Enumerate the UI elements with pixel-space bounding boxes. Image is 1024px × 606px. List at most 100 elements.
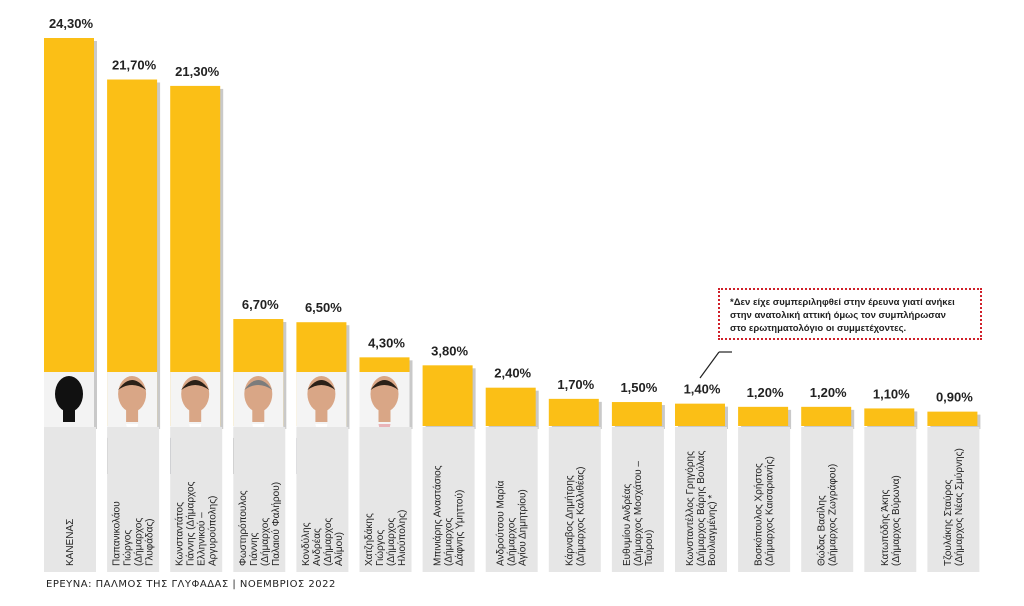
bar bbox=[422, 365, 473, 426]
category-label-line: Αλίμου) bbox=[333, 532, 345, 566]
category-label: Χατζηδάκης Γιώργος (Δήμαρχος Ηλιούπολης) bbox=[363, 510, 408, 566]
bar bbox=[864, 408, 915, 426]
category-label: Κονδύλης Ανδρέας (Δήμαρχος Αλίμου) bbox=[300, 518, 345, 566]
footnote-line-1: *Δεν είχε συμπεριληφθεί στην έρευνα γιατ… bbox=[730, 297, 955, 308]
category-label-panel bbox=[548, 427, 601, 572]
category-label-panel bbox=[864, 427, 917, 572]
data-label: 2,40% bbox=[494, 366, 531, 381]
bar bbox=[738, 406, 789, 426]
category-label: Βοσκόπουλος Χρήστος (Δήμαρχος Καισαριανής… bbox=[753, 456, 776, 566]
category-label-panel bbox=[107, 427, 160, 572]
category-label-panel bbox=[485, 427, 538, 572]
category-label-line: Δάφνης Υμηττού) bbox=[454, 490, 466, 566]
category-label: Φωστηρόπουλος Γιάννης (Δήμαρχος Παλαιού Φαλ… bbox=[237, 482, 282, 566]
category-label-line: Κωνσταντάτος bbox=[174, 502, 186, 566]
category-label-line: Φωστηρόπουλος bbox=[237, 490, 249, 566]
bar bbox=[801, 406, 852, 426]
category-label-panel bbox=[422, 427, 475, 572]
data-label: 1,10% bbox=[873, 386, 910, 401]
bars-layer: 24,30% ΚΑΝΕΝΑΣ 21,70% Παπανικολάου Γιώργος (Δ… bbox=[44, 16, 981, 572]
category-label-line: Ηλιούπολης) bbox=[396, 510, 408, 566]
category-label-line: Κατωπόδης Άκης bbox=[879, 489, 891, 566]
category-label-line: Αργυρούπολης) bbox=[207, 496, 219, 566]
bar bbox=[170, 85, 221, 426]
data-label: 4,30% bbox=[368, 335, 405, 350]
category-label-panel bbox=[233, 427, 286, 572]
portrait-hair bbox=[370, 380, 399, 390]
data-label: 1,20% bbox=[747, 385, 784, 400]
bar bbox=[485, 387, 536, 426]
category-label-panel bbox=[170, 427, 223, 572]
category-label-line: Θώδας Βασίλης bbox=[816, 495, 828, 566]
category-label-line: Κάρναβος Δημήτρης bbox=[563, 475, 575, 566]
bar bbox=[44, 38, 94, 426]
category-label: Ευθυμίου Ανδρέας (Δήμαρχος Μοσχάτου – Ταύρ… bbox=[621, 461, 655, 566]
category-label-line: (Δήμαρχος Βύρωνα) bbox=[890, 475, 902, 566]
portrait-neck bbox=[252, 408, 265, 422]
category-label-line: ΚΑΝΕΝΑΣ bbox=[65, 519, 76, 566]
category-label-line: (Δήμαρχος Βάρης Βούλας bbox=[695, 450, 707, 566]
category-label: Κάρναβος Δημήτρης (Δήμαρχος Καλλιθέας) bbox=[563, 467, 586, 566]
category-label-line: Ανδρούτσου Μαρία bbox=[495, 480, 507, 566]
category-label-line: Βοσκόπουλος Χρήστος bbox=[753, 463, 765, 566]
category-label-panel bbox=[801, 427, 854, 572]
category-label-line: Γιώργος bbox=[122, 530, 134, 566]
data-label: 1,40% bbox=[684, 382, 721, 397]
category-label: Ανδρούτσου Μαρία (Δήμαρχος Αγίου Δημητρίου… bbox=[495, 480, 529, 566]
data-label: 1,20% bbox=[810, 385, 847, 400]
category-label-line: Γιάννης (Δήμαρχος bbox=[185, 481, 197, 566]
portrait-head bbox=[55, 376, 83, 412]
data-label: 1,50% bbox=[620, 380, 657, 395]
category-label: Κωνσταντέλλος Γρηγόρης (Δήμαρχος Βάρης Βο… bbox=[684, 450, 718, 566]
category-label-line: Τζουλάκης Σταύρος bbox=[942, 479, 954, 566]
data-label: 21,70% bbox=[112, 58, 157, 73]
footnote-line-2: στην ανατολική αττική όμως τον συμπλήρωσ… bbox=[730, 310, 946, 321]
data-label: 1,70% bbox=[557, 377, 594, 392]
category-label-line: Ευθυμίου Ανδρέας bbox=[621, 484, 633, 566]
portrait-hair bbox=[181, 380, 210, 390]
data-label: 0,90% bbox=[936, 390, 973, 405]
category-label-panel bbox=[738, 427, 791, 572]
source-caption: ΕΡΕΥΝΑ: ΠΑΛΜΟΣ ΤΗΣ ΓΛΥΦΑΔΑΣ | ΝΟΕΜΒΡΙΟΣ … bbox=[46, 579, 336, 590]
category-label: Κατωπόδης Άκης (Δήμαρχος Βύρωνα) bbox=[879, 475, 902, 566]
data-label: 6,50% bbox=[305, 300, 342, 315]
bar bbox=[675, 403, 725, 426]
portrait-hair bbox=[118, 380, 147, 390]
data-label: 24,30% bbox=[49, 16, 94, 31]
category-label: Θώδας Βασίλης (Δήμαρχος Ζωγράφου) bbox=[816, 464, 839, 566]
category-label-line: Γιάννης bbox=[248, 532, 260, 566]
bar bbox=[927, 411, 978, 426]
footnote-line-3: στο ερωτηματολόγιο οι συμμετέχοντες. bbox=[730, 323, 907, 334]
category-label-panel bbox=[359, 427, 412, 572]
category-label-panel bbox=[296, 427, 349, 572]
category-label: Μπινιάρης Αναστάσιος (Δήμαρχος Δάφνης Υμητ… bbox=[432, 465, 466, 566]
data-label: 21,30% bbox=[175, 64, 220, 79]
category-label-line: Χατζηδάκης bbox=[363, 513, 375, 566]
category-label-line: (Δήμαρχος bbox=[259, 518, 271, 566]
category-label-panel bbox=[675, 427, 727, 572]
category-label-panel bbox=[44, 427, 96, 572]
category-label-line: (Δήμαρχος Καλλιθέας) bbox=[574, 467, 586, 566]
category-label-line: (Δήμαρχος bbox=[506, 518, 518, 566]
category-label-line: (Δήμαρχος bbox=[385, 518, 397, 566]
category-label-line: Ανδρέας bbox=[311, 528, 323, 566]
category-label: Παπανικολάου Γιώργος (Δήμαρχος Γλυφάδας) bbox=[111, 501, 156, 566]
bar bbox=[548, 398, 599, 426]
category-label: Τζουλάκης Σταύρος (Δήμαρχος Νέας Σμύρνης) bbox=[942, 448, 965, 566]
category-label: Κωνσταντάτος Γιάννης (Δήμαρχος Ελληνικού –… bbox=[174, 481, 219, 566]
category-label-line: (Δήμαρχος bbox=[443, 518, 455, 566]
category-label-line: Γιώργος bbox=[374, 530, 386, 566]
category-label-line: (Δήμαρχος Ζωγράφου) bbox=[827, 464, 839, 566]
category-label-line: Ελληνικού – bbox=[196, 512, 208, 566]
category-label-line: (Δήμαρχος Καισαριανής) bbox=[764, 456, 776, 566]
category-label-line: Γλυφάδας) bbox=[144, 519, 156, 567]
category-label-line: (Δήμαρχος Νέας Σμύρνης) bbox=[953, 448, 965, 566]
portrait-hair bbox=[244, 380, 273, 390]
note-pointer-line-diagonal bbox=[699, 351, 720, 379]
data-label: 3,80% bbox=[431, 343, 468, 358]
category-label-line: (Δήμαρχος Μοσχάτου – bbox=[632, 461, 644, 566]
category-label-line: Αγίου Δημητρίου) bbox=[517, 489, 529, 566]
category-label-line: Ταύρου) bbox=[643, 530, 655, 566]
category-label-panel bbox=[611, 427, 664, 572]
